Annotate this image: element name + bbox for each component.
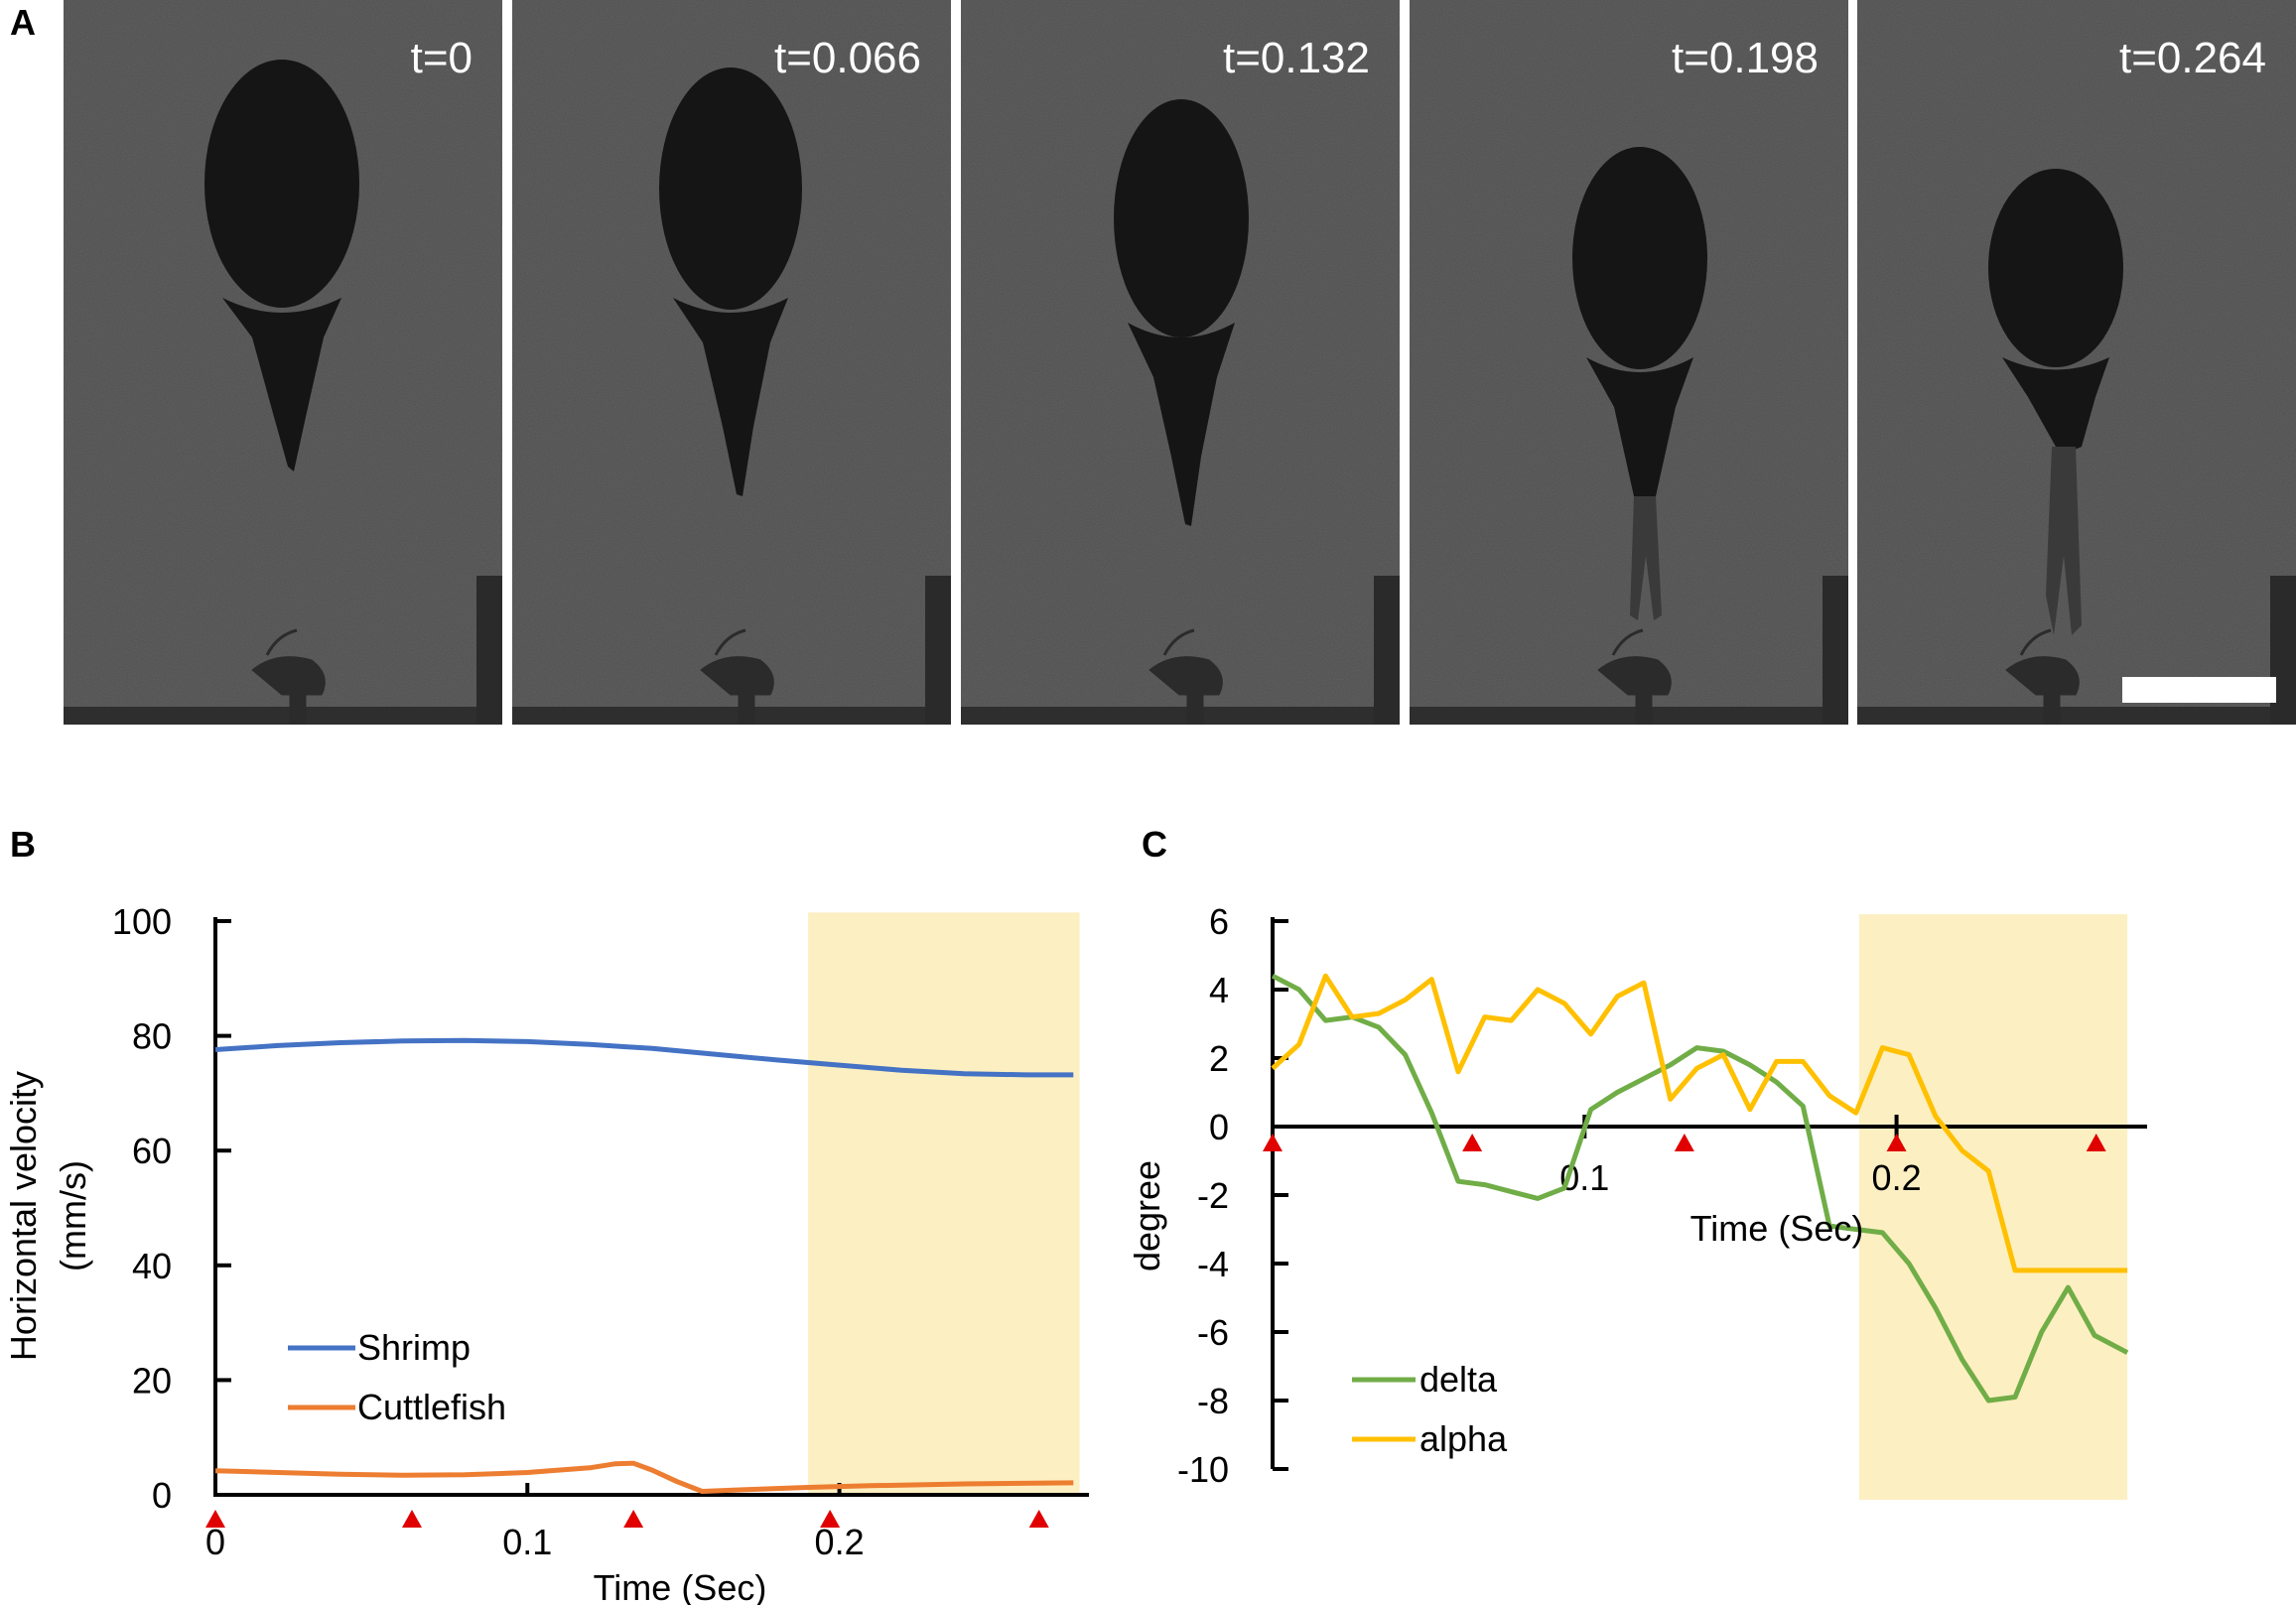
shrimp-silhouette	[251, 628, 326, 725]
frame-time-label: t=0.066	[773, 34, 921, 82]
panel-letter-b: B	[10, 824, 36, 865]
y-axis-title-units: (mm/s)	[53, 1160, 93, 1271]
time-marker	[1674, 1134, 1694, 1151]
scale-bar	[2122, 677, 2276, 703]
time-marker	[1462, 1134, 1483, 1151]
y-tick-label: 0	[1209, 1107, 1229, 1147]
y-axis-title: Horizontal velocity	[3, 1071, 44, 1361]
x-tick-label: 0	[205, 1522, 225, 1562]
video-frame-4: t=0.198	[1410, 0, 1848, 725]
time-marker	[623, 1510, 644, 1528]
shrimp-silhouette	[1148, 628, 1223, 725]
shrimp-silhouette	[700, 628, 774, 725]
y-tick-label: 2	[1209, 1038, 1229, 1079]
y-tick-label: 0	[152, 1475, 172, 1516]
panel-letter-a: A	[10, 2, 36, 43]
frame-time-label: t=0.198	[1671, 34, 1819, 82]
legend-label-cuttlefish: Cuttlefish	[357, 1387, 506, 1427]
video-frame-2: t=0.066	[512, 0, 951, 725]
time-marker	[1028, 1510, 1049, 1528]
y-tick-label: 80	[132, 1016, 172, 1057]
time-marker	[205, 1510, 225, 1528]
frame-time-label: t=0	[410, 34, 473, 82]
y-tick-label: 40	[132, 1246, 172, 1286]
shrimp-silhouette	[2005, 628, 2080, 725]
highlight-region	[1858, 914, 2128, 1501]
y-axis-title: degree	[1127, 1160, 1167, 1271]
x-axis-title: Time (Sec)	[594, 1567, 767, 1605]
y-tick-label: -8	[1197, 1381, 1229, 1421]
cuttlefish-silhouette	[1988, 169, 2123, 635]
legend-label-alpha: alpha	[1419, 1418, 1508, 1459]
frame-time-label: t=0.132	[1222, 34, 1370, 82]
time-marker	[2086, 1134, 2106, 1151]
time-marker	[820, 1510, 841, 1528]
series-line-delta	[1271, 973, 2129, 1404]
y-tick-label: 4	[1209, 970, 1229, 1010]
cuttlefish-silhouette	[1572, 147, 1707, 620]
velocity-chart: 0 20 40 60 80 100 0 0.1 0.2 Time (Sec) Horizontal …	[3, 901, 1089, 1605]
video-frame-1: t=0	[64, 0, 502, 725]
x-tick-label: 0.1	[502, 1522, 552, 1562]
x-tick-label: 0.2	[1872, 1157, 1922, 1198]
cuttlefish-silhouette	[659, 67, 802, 496]
y-tick-label: -10	[1177, 1449, 1229, 1490]
series-line-shrimp	[214, 1037, 1074, 1078]
time-marker	[402, 1510, 422, 1528]
x-tick-label: 0.2	[815, 1522, 865, 1562]
y-tick-label: 6	[1209, 901, 1229, 942]
legend-label-delta: delta	[1419, 1359, 1498, 1400]
y-tick-label: -2	[1197, 1175, 1229, 1216]
legend-label-shrimp: Shrimp	[357, 1327, 471, 1368]
frame-time-label: t=0.264	[2118, 34, 2266, 82]
video-frame-5: t=0.264	[1857, 0, 2296, 725]
y-tick-label: 100	[112, 901, 172, 942]
time-marker	[1263, 1134, 1283, 1151]
highlight-region	[808, 912, 1080, 1495]
y-tick-label: 20	[132, 1360, 172, 1401]
x-axis-title: Time (Sec)	[1690, 1208, 1864, 1249]
video-frame-3: t=0.132	[961, 0, 1400, 725]
panel-letter-c: C	[1142, 824, 1167, 865]
series-line-cuttlefish	[214, 1460, 1074, 1494]
cuttlefish-silhouette	[1114, 99, 1249, 526]
cuttlefish-silhouette	[204, 60, 359, 471]
y-tick-label: -4	[1197, 1244, 1229, 1284]
time-marker	[1886, 1134, 1907, 1151]
y-tick-label: -6	[1197, 1312, 1229, 1353]
series-line-alpha	[1271, 973, 2128, 1273]
y-tick-label: 60	[132, 1131, 172, 1171]
shrimp-silhouette	[1597, 628, 1672, 725]
